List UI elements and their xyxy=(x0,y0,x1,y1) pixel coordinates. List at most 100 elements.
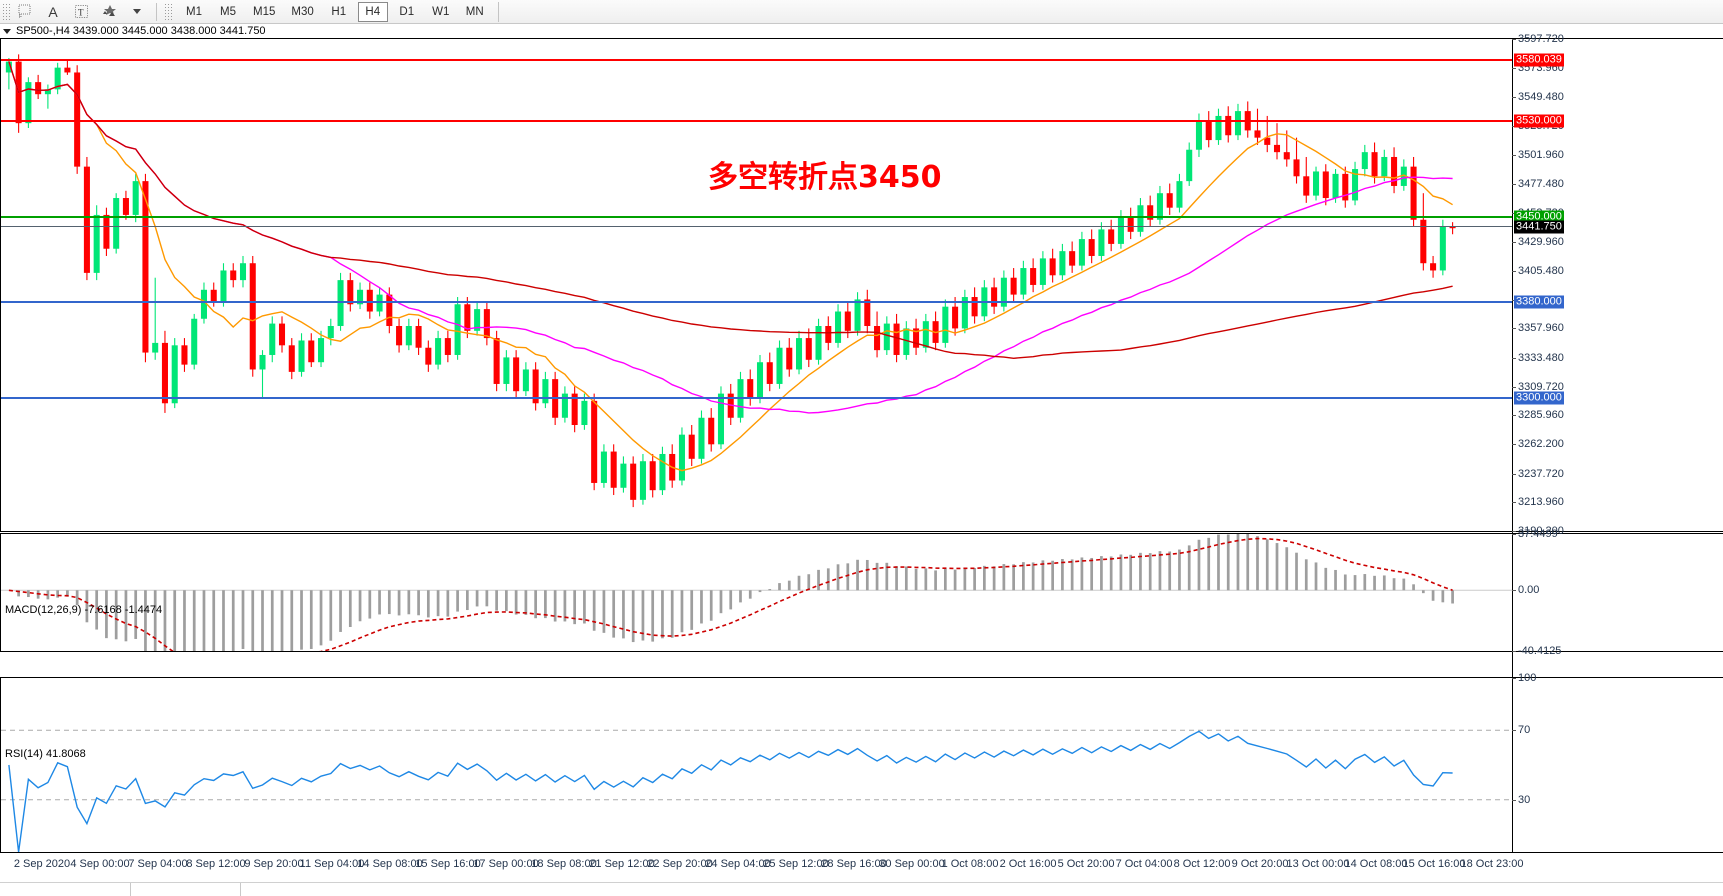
price-tick xyxy=(1512,358,1516,360)
timeframe-m15[interactable]: M15 xyxy=(253,5,276,18)
timeframe-m30[interactable]: M30 xyxy=(291,5,314,18)
ma-fast-orange xyxy=(8,61,1453,472)
price-tag-3380-000[interactable]: 3380.000 xyxy=(1514,295,1564,309)
timeframe-drag-handle[interactable] xyxy=(164,2,173,21)
timeframe-group: M1 M5 M15 M30 H1 H4 D1 W1 MN xyxy=(177,1,492,22)
price-plot-area[interactable] xyxy=(1,39,1723,531)
time-axis-label: 25 Sep 12:00 xyxy=(763,858,829,870)
rsi-tick xyxy=(1512,678,1516,679)
time-axis-label: 1 Oct 08:00 xyxy=(941,858,999,870)
price-axis-label: 3549.480 xyxy=(1518,91,1564,104)
time-axis-label: 7 Sep 04:00 xyxy=(128,858,188,870)
axis-separator xyxy=(1512,38,1513,853)
rsi-plot-area[interactable] xyxy=(1,678,1723,852)
rsi-axis-label: 30 xyxy=(1518,793,1531,806)
price-tick xyxy=(1512,502,1516,504)
caret-down-icon[interactable] xyxy=(3,28,11,34)
price-tag-3300-000[interactable]: 3300.000 xyxy=(1514,391,1564,405)
macd-signal-line xyxy=(8,537,1453,651)
timeframe-m5[interactable]: M5 xyxy=(220,5,236,18)
toolbar-divider-2 xyxy=(497,1,499,22)
price-axis-label: 3237.720 xyxy=(1518,467,1564,480)
time-axis-label: 15 Sep 16:00 xyxy=(415,858,481,870)
time-axis-label: 28 Sep 16:00 xyxy=(821,858,887,870)
toolbar-drag-handle[interactable] xyxy=(2,2,11,21)
price-tick xyxy=(1512,154,1516,156)
price-tick xyxy=(1512,531,1516,532)
time-axis-label: 9 Sep 20:00 xyxy=(244,858,304,870)
templates-icon[interactable]: F xyxy=(11,1,39,23)
price-tag-3441-750[interactable]: 3441.750 xyxy=(1514,220,1564,234)
timeframe-w1[interactable]: W1 xyxy=(432,5,450,18)
rsi-tick xyxy=(1512,799,1516,801)
level-line-support-3380[interactable] xyxy=(1,300,1513,303)
time-axis-label: 15 Oct 16:00 xyxy=(1402,858,1466,870)
price-tick xyxy=(1512,415,1516,417)
rsi-title: RSI(14) 41.8068 xyxy=(5,748,86,760)
price-axis-label: 3190.200 xyxy=(1518,525,1564,537)
level-line-pivot-3450[interactable] xyxy=(1,216,1513,219)
time-axis-label: 30 Sep 00:00 xyxy=(879,858,945,870)
dropdown-caret-icon[interactable] xyxy=(123,1,151,23)
price-candles xyxy=(5,54,1456,508)
macd-axis-label: 37.4499 xyxy=(1518,528,1558,540)
price-axis-label: 3477.480 xyxy=(1518,178,1564,191)
price-axis-label: 3262.200 xyxy=(1518,438,1564,451)
price-tick xyxy=(1512,97,1516,99)
time-axis-label: 5 Oct 20:00 xyxy=(1057,858,1115,870)
macd-axis-label: -40.4125 xyxy=(1518,645,1562,657)
price-tick xyxy=(1512,271,1516,273)
level-line-last-price-3441[interactable] xyxy=(1,226,1513,228)
price-tag-3450-000[interactable]: 3450.000 xyxy=(1514,210,1564,224)
macd-panel[interactable] xyxy=(0,533,1723,652)
time-axis-label: 8 Oct 12:00 xyxy=(1173,858,1231,870)
time-axis-label: 21 Sep 12:00 xyxy=(589,858,655,870)
time-axis-label: 18 Oct 23:00 xyxy=(1460,858,1524,870)
timeframe-h1[interactable]: H1 xyxy=(331,5,347,18)
level-line-resistance-3580[interactable] xyxy=(1,59,1513,62)
timeframe-m1[interactable]: M1 xyxy=(186,5,202,18)
time-axis-label: 4 Sep 00:00 xyxy=(70,858,130,870)
price-tick xyxy=(1512,241,1516,243)
label-icon[interactable]: T xyxy=(67,1,95,23)
time-axis[interactable]: 2 Sep 2020 4 Sep 00:00 7 Sep 04:00 8 Sep 12… xyxy=(0,854,1723,876)
time-axis-label: 9 Oct 20:00 xyxy=(1231,858,1289,870)
level-line-resistance-3530[interactable] xyxy=(1,119,1513,122)
price-axis-label: 3309.720 xyxy=(1518,380,1564,393)
svg-text:F: F xyxy=(19,14,22,19)
timeframe-mn[interactable]: MN xyxy=(465,5,484,18)
time-axis-label: 13 Oct 00:00 xyxy=(1286,858,1350,870)
price-axis-label: 3405.480 xyxy=(1518,265,1564,278)
price-axis-label: 3429.960 xyxy=(1518,235,1564,248)
price-axis-label: 3333.480 xyxy=(1518,352,1564,365)
rsi-series xyxy=(1,729,1513,852)
price-tag-3580-039[interactable]: 3580.039 xyxy=(1514,53,1564,67)
level-line-support-3300[interactable] xyxy=(1,397,1513,400)
price-axis-label: 3597.720 xyxy=(1518,33,1564,45)
time-axis-label: 14 Oct 08:00 xyxy=(1344,858,1408,870)
symbol-info-bar: SP500-,H4 3439.000 3445.000 3438.000 344… xyxy=(0,24,1723,38)
svg-text:T: T xyxy=(78,8,84,18)
rsi-tick xyxy=(1512,730,1516,732)
price-tag-3530-000[interactable]: 3530.000 xyxy=(1514,114,1564,128)
toolbar-divider xyxy=(156,2,157,21)
rsi-axis-label: 100 xyxy=(1518,672,1537,684)
timeframe-d1[interactable]: D1 xyxy=(399,5,415,18)
time-axis-label: 11 Sep 04:00 xyxy=(299,858,365,870)
rsi-panel[interactable] xyxy=(0,677,1723,853)
time-axis-label: 2 Oct 16:00 xyxy=(999,858,1057,870)
macd-plot-area[interactable] xyxy=(1,534,1723,651)
macd-series xyxy=(1,534,1513,651)
text-icon[interactable]: A xyxy=(48,3,58,20)
status-bar xyxy=(0,882,1723,896)
timeframe-h4[interactable]: H4 xyxy=(357,1,388,22)
status-divider-1 xyxy=(130,883,131,896)
status-divider-2 xyxy=(240,883,241,896)
price-axis[interactable]: 3597.7203573.9603549.4803525.7203501.960… xyxy=(1512,33,1723,853)
price-tick xyxy=(1512,473,1516,475)
time-axis-label: 22 Sep 20:00 xyxy=(647,858,713,870)
price-chart-panel[interactable] xyxy=(0,38,1723,532)
objects-icon[interactable] xyxy=(95,1,123,23)
macd-title: MACD(12,26,9) -7.6168 -1.4474 xyxy=(5,604,163,616)
macd-axis-label: 0.00 xyxy=(1518,584,1540,597)
